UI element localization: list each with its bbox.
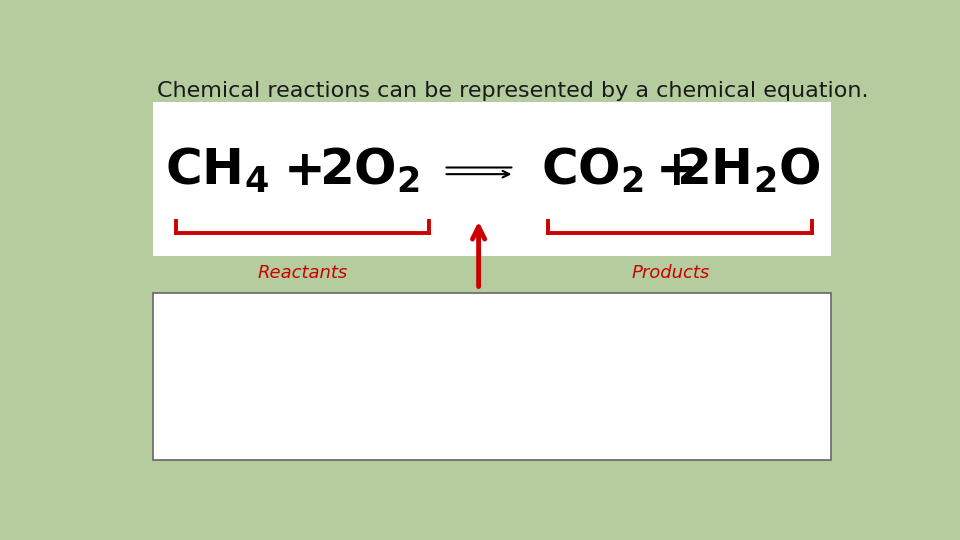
Text: Chemical reactions can be represented by a chemical equation.: Chemical reactions can be represented by… [157,82,869,102]
Text: $\mathbf{+}$: $\mathbf{+}$ [283,147,322,195]
Text: $\mathbf{2H_2O}$: $\mathbf{2H_2O}$ [676,146,821,195]
FancyBboxPatch shape [154,294,830,460]
Text: Reactants: Reactants [257,264,348,282]
FancyBboxPatch shape [154,102,830,256]
Text: $\mathbf{2O_2}$: $\mathbf{2O_2}$ [319,146,420,195]
Text: $\mathbf{CO_2}$: $\mathbf{CO_2}$ [541,146,644,195]
Text: Products: Products [632,264,709,282]
Text: $\mathbf{+}$: $\mathbf{+}$ [655,147,693,195]
Text: $\mathbf{CH_4}$: $\mathbf{CH_4}$ [165,146,269,195]
